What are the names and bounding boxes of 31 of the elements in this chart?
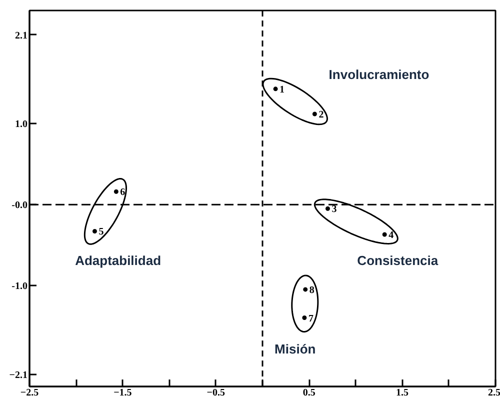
point [312, 112, 317, 116]
point [92, 229, 97, 234]
series-label: 7 [308, 313, 314, 324]
x-tick-label: −0.5 [206, 388, 226, 398]
point [382, 232, 387, 237]
series-label: 5 [98, 226, 104, 238]
series-label: 6 [120, 187, 126, 198]
y-tick-label: 2.1 [15, 30, 28, 42]
series-label: 4 [388, 230, 394, 241]
x-tick-label: 1.5 [396, 388, 409, 398]
point [114, 189, 118, 194]
annotation: Consistencia [357, 253, 439, 268]
point [273, 86, 278, 92]
x-tick-label: 2.5 [488, 388, 500, 398]
series-label: 8 [309, 284, 314, 296]
y-tick-label: −2.1 [9, 370, 28, 381]
x-tick-label: −1.5 [114, 388, 132, 398]
series-label: 1 [280, 84, 285, 96]
annotation: Misión [274, 341, 316, 356]
point [302, 316, 307, 320]
annotation: Adaptabilidad [75, 253, 162, 268]
annotation: Involucramiento [328, 66, 430, 82]
y-tick-label: -0.0 [12, 200, 28, 212]
y-tick-label: 1.0 [15, 119, 28, 130]
y-tick-label: -1.0 [12, 280, 28, 292]
x-tick-label: 0.5 [302, 388, 316, 398]
point [325, 206, 330, 211]
series-label: 2 [318, 110, 324, 120]
x-tick-label: −2.5 [20, 388, 39, 398]
point [303, 287, 308, 292]
series-label: 3 [332, 204, 337, 216]
